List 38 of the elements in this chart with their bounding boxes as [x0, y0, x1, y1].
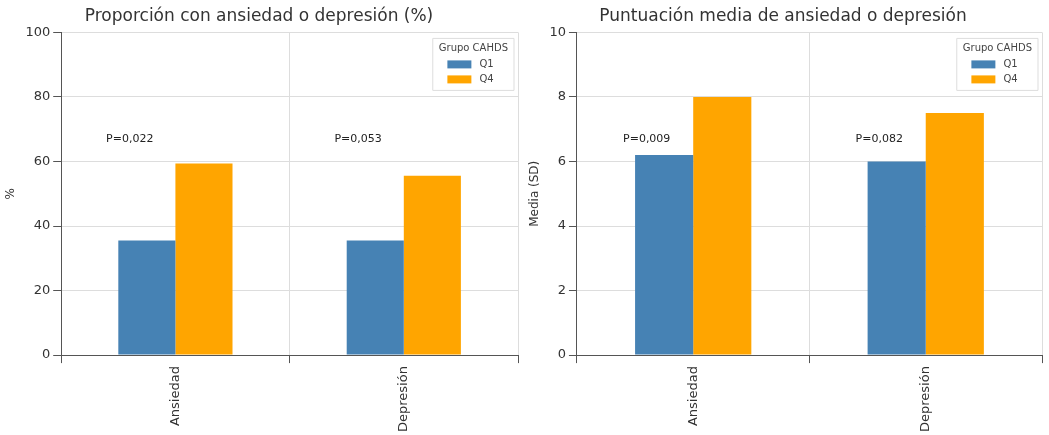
legend-title: Grupo CAHDS: [962, 41, 1032, 53]
y-tick-label: 60: [33, 152, 51, 168]
bar: [403, 175, 461, 355]
bar: [175, 163, 233, 355]
y-tick-label: 20: [33, 281, 51, 297]
annotation: P=0,082: [855, 131, 903, 145]
y-axis-title: Media (SD): [527, 160, 542, 227]
legend-label: Q4: [479, 72, 494, 84]
y-tick-label: 40: [33, 217, 51, 233]
bar: [635, 155, 694, 355]
y-tick-label: 8: [557, 88, 566, 104]
y-tick-label: 80: [33, 88, 51, 104]
legend-label: Q1: [1003, 57, 1018, 69]
annotation: P=0,009: [623, 131, 671, 145]
bar: [925, 113, 984, 355]
bar: [118, 240, 176, 355]
y-tick-label: 10: [549, 23, 566, 39]
x-tick-label: Depresión: [917, 366, 933, 433]
x-tick-label: Ansiedad: [684, 366, 700, 427]
chart-title: Proporción con ansiedad o depresión (%): [84, 4, 434, 25]
legend-title: Grupo CAHDS: [438, 41, 508, 53]
bar: [346, 240, 404, 355]
y-axis-title: %: [3, 188, 18, 200]
x-tick-label: Depresión: [395, 366, 411, 433]
legend-label: Q4: [1003, 72, 1018, 84]
bar: [867, 161, 926, 355]
legend-label: Q1: [479, 57, 494, 69]
x-tick-label: Ansiedad: [166, 366, 182, 427]
y-tick-label: 0: [557, 346, 566, 362]
y-tick-label: 0: [41, 346, 51, 362]
y-tick-label: 2: [557, 281, 566, 297]
y-tick-label: 6: [557, 152, 566, 168]
y-tick-label: 100: [25, 23, 51, 39]
chart-title: Puntuación media de ansiedad o depresión: [599, 4, 967, 25]
annotation: P=0,022: [106, 131, 154, 145]
annotation: P=0,053: [334, 131, 382, 145]
bar: [693, 96, 752, 355]
y-tick-label: 4: [557, 217, 566, 233]
